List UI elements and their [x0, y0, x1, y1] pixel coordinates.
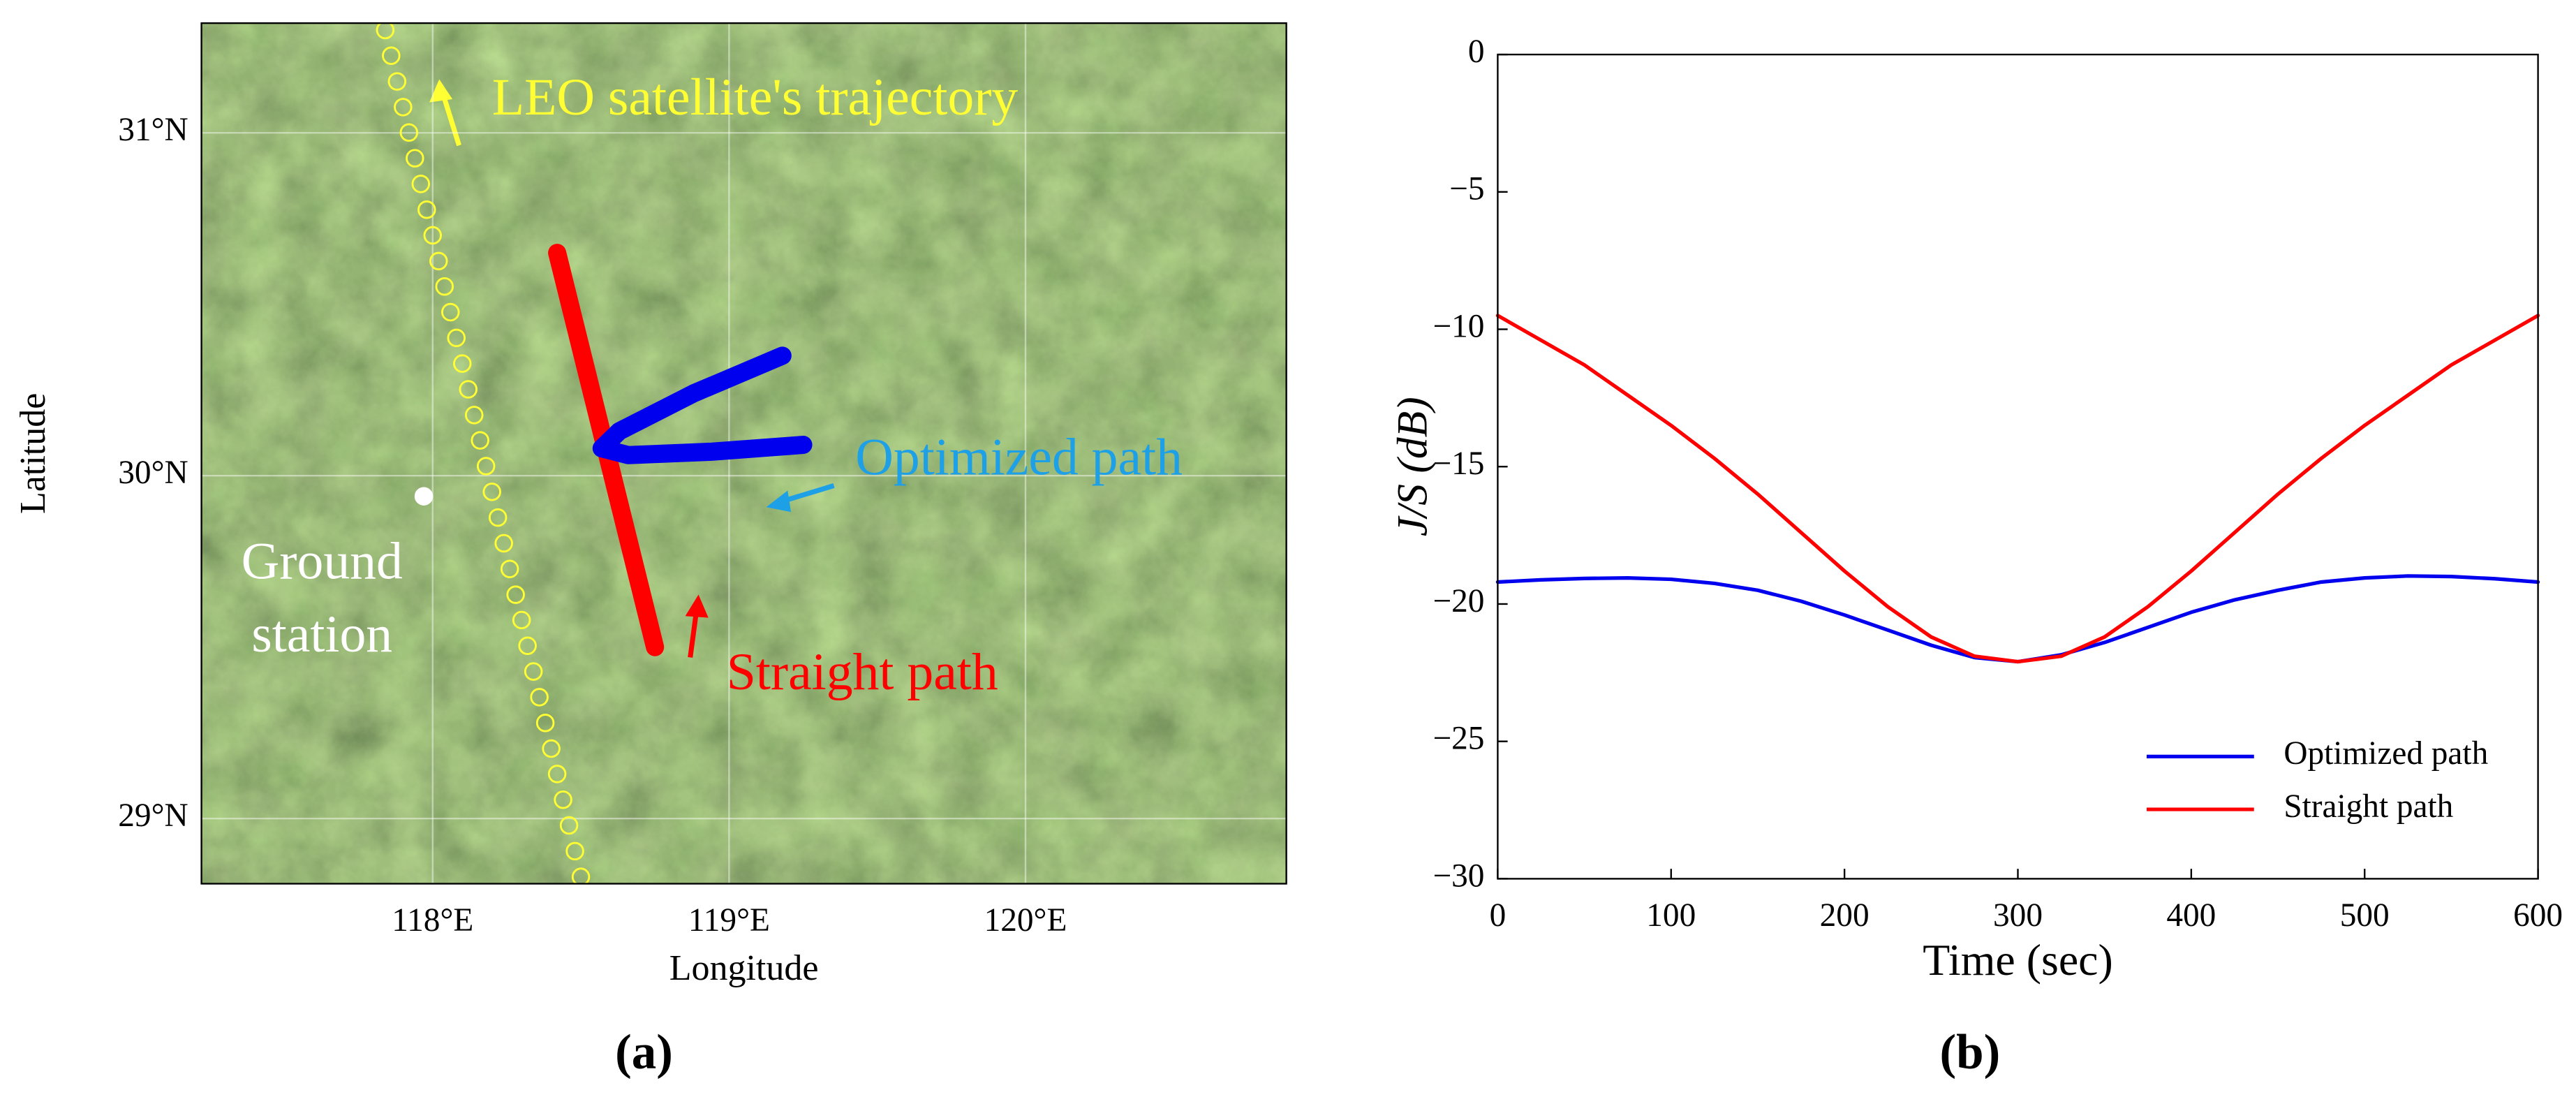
trajectory-point: [476, 457, 496, 476]
x-tick-label: 0: [1490, 897, 1507, 934]
trajectory-point: [488, 508, 508, 527]
trajectory-point: [387, 72, 407, 91]
trajectory-point: [459, 380, 478, 399]
trajectory-point: [512, 610, 531, 630]
trajectory-point: [482, 483, 501, 501]
trajectory-point: [411, 175, 431, 193]
plot-frame: [200, 22, 1287, 885]
annotation-arrows: [429, 79, 835, 658]
trajectory-point: [376, 23, 395, 40]
series-line: [592, 346, 813, 464]
trajectory-point: [452, 354, 472, 373]
plot-area: [201, 23, 1287, 884]
trajectory-point: [530, 688, 549, 707]
y-tick-label: 31°N: [118, 112, 188, 148]
series-line: [1495, 314, 2540, 664]
trajectory-point: [447, 328, 466, 348]
y-tick-label: −25: [1433, 721, 1484, 757]
y-tick-label: 30°N: [118, 455, 188, 491]
y-tick-label: −5: [1449, 171, 1484, 207]
x-tick-label: 500: [2340, 897, 2390, 934]
y-tick-label: −15: [1433, 446, 1484, 482]
x-tick-label: 400: [2166, 897, 2216, 934]
legend-label: Optimized path: [2283, 735, 2488, 772]
x-axis-label: Longitude: [669, 948, 819, 988]
y-tick-label: −30: [1433, 858, 1484, 894]
legend-label: Straight path: [2283, 788, 2453, 825]
trajectory-point: [429, 251, 448, 271]
chart: 0 100 200 300 400 500 600 −30 −25 −20 −15 −10 −5 0 Tim…: [1389, 34, 2563, 1080]
annotation: Straight path: [727, 643, 998, 701]
trajectory-point: [506, 585, 525, 604]
trajectory-point: [547, 765, 567, 783]
trajectory-point: [435, 277, 454, 296]
annotation: Optimized path: [855, 429, 1183, 487]
y-tick-label: −10: [1433, 308, 1484, 344]
trajectory-point: [518, 636, 537, 656]
trajectory-point: [500, 559, 519, 579]
x-tick-label: 119°E: [688, 902, 770, 939]
plot-area: [1495, 314, 2540, 664]
trajectory-point: [417, 200, 436, 219]
chart: 118°E 119°E 120°E 29°N 30°N 31°N Longitude Lati…: [13, 22, 1287, 1080]
x-tick-label: 200: [1820, 897, 1870, 934]
plot-frame: [1497, 53, 2539, 880]
y-axis-label: Latitude: [13, 393, 53, 514]
trajectory-point: [394, 98, 413, 117]
trajectory-point: [524, 662, 543, 681]
trajectory-point: [559, 816, 579, 835]
trajectory-point: [542, 739, 561, 758]
station-marker: [414, 487, 434, 506]
trajectory-point: [441, 302, 460, 322]
annotation: LEO satellite's trajectory: [492, 68, 1019, 126]
x-tick-label: 118°E: [392, 902, 473, 939]
trajectory-point: [571, 867, 591, 884]
annotation: Ground: [242, 533, 403, 591]
y-tick-label: −20: [1433, 583, 1484, 619]
y-axis-label: J/S (dB): [1389, 397, 1437, 536]
x-tick-label: 300: [1993, 897, 2043, 934]
trajectory-point: [535, 713, 555, 733]
trajectory-point: [471, 431, 489, 450]
y-tick-label: 0: [1468, 34, 1485, 70]
panel-label: (a): [615, 1025, 673, 1080]
annotation: station: [251, 605, 392, 663]
trajectory-point: [494, 534, 513, 553]
trajectory-point: [399, 123, 419, 142]
trajectory-point: [565, 841, 584, 861]
x-tick-label: 100: [1646, 897, 1696, 934]
x-tick-label: 600: [2513, 897, 2563, 934]
y-tick-label: 29°N: [118, 797, 188, 834]
panel-label: (b): [1940, 1025, 2001, 1080]
trajectory-point: [406, 149, 424, 168]
trajectory-point: [423, 226, 443, 245]
trajectory-point: [382, 46, 401, 66]
x-axis-label: Time (sec): [1923, 935, 2113, 985]
x-tick-label: 120°E: [984, 902, 1067, 939]
trajectory-point: [554, 790, 572, 809]
trajectory-point: [464, 406, 484, 425]
series-line: [1495, 574, 2540, 664]
